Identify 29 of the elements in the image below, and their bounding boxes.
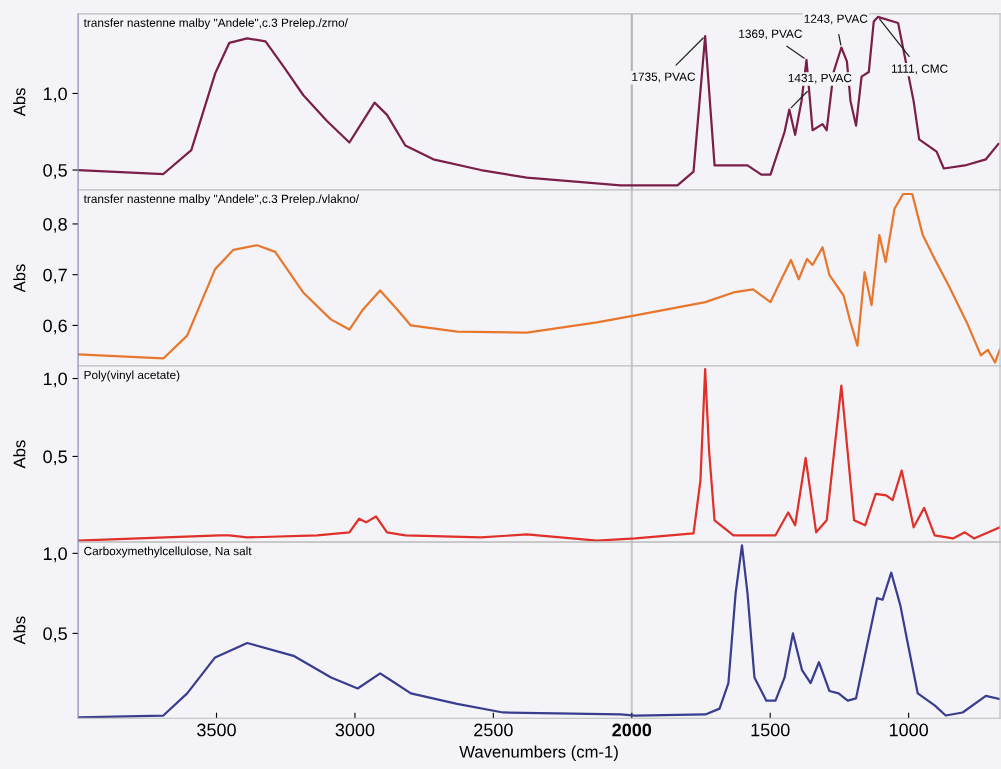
chart-title: Carboxymethylcellulose, Na salt	[84, 546, 252, 558]
x-tick-label: 2500	[474, 723, 513, 737]
y-axis-title: Abs	[13, 264, 26, 293]
y-axis-title: Abs	[13, 88, 26, 117]
y-tick-label: 0,5	[43, 450, 67, 466]
y-tick-label: 0,5	[43, 627, 67, 643]
x-tick-label: 2000	[612, 723, 652, 737]
y-tick-label: 1,0	[43, 87, 67, 103]
annotation: 1735, PVAC	[632, 72, 696, 83]
x-tick-label: 1500	[751, 723, 790, 737]
x-tick-label: 3000	[335, 723, 375, 737]
chart-title: Poly(vinyl acetate)	[84, 370, 180, 382]
x-tick-label: 1000	[889, 723, 929, 737]
x-axis-title: Wavenumbers (cm-1)	[459, 745, 618, 762]
y-tick-label: 1,0	[43, 372, 67, 388]
y-axis-title: Abs	[13, 440, 26, 469]
y-tick-label: 0,7	[43, 268, 67, 284]
annotation: 1111, CMC	[891, 64, 948, 75]
y-tick-label: 0,5	[43, 163, 67, 179]
annotation: 1369, PVAC	[739, 29, 802, 40]
annotation: 1431, PVAC	[788, 73, 852, 84]
y-axis-title: Abs	[13, 616, 26, 645]
x-tick-label: 3500	[197, 723, 236, 737]
annotation: 1243, PVAC	[804, 14, 868, 25]
y-tick-label: 1,0	[43, 547, 67, 563]
chart-title: transfer nastenne malby "Andele",c.3 Prelep./vlakno/	[83, 194, 360, 206]
chart-title: transfer nastenne malby "Andele",c.3 Prelep./zrno/	[83, 18, 348, 30]
y-tick-label: 0,6	[43, 319, 67, 335]
y-tick-label: 0,8	[43, 217, 67, 233]
